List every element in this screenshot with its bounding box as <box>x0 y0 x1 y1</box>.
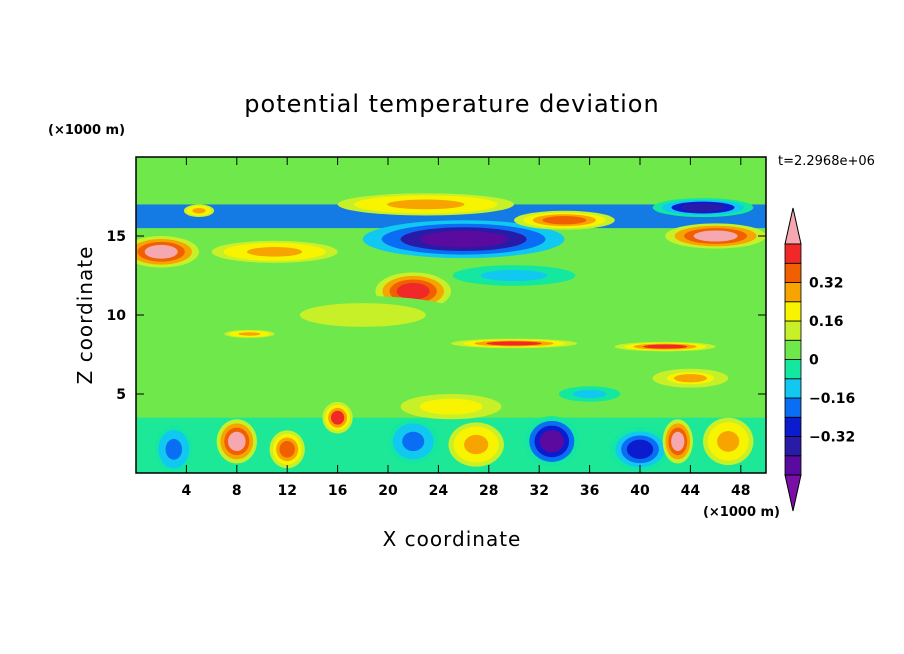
chart-title: potential temperature deviation <box>244 90 659 118</box>
colorbar-swatch <box>784 339 802 360</box>
contour-blob-23-ring-3 <box>539 430 564 453</box>
contour-blob-29-ring-3 <box>673 374 707 383</box>
y-tick-label: 15 <box>107 229 126 245</box>
x-tick-label: 32 <box>529 483 548 499</box>
colorbar-swatch <box>784 243 802 264</box>
contour-blob-27-ring-3 <box>428 401 474 413</box>
contour-blob-12-ring-3 <box>480 269 548 282</box>
colorbar-swatch <box>784 282 802 303</box>
contour-blob-14-ring-3 <box>643 344 688 349</box>
contour-blob-13-ring-3 <box>486 341 542 346</box>
contour-blob-17-ring-3 <box>227 431 246 452</box>
colorbar-swatch <box>784 359 802 380</box>
contour-blob-7-ring-3 <box>387 199 465 210</box>
contour-blob-3-ring-3 <box>144 244 178 259</box>
x-tick-label: 48 <box>731 483 750 499</box>
contour-blob-28-ring-3 <box>573 389 607 399</box>
colorbar-swatch <box>784 262 802 283</box>
colorbar-swatch <box>784 416 802 437</box>
contour-blob-9-ring-3 <box>693 230 738 242</box>
contour-blob-10-ring-3 <box>680 203 726 212</box>
contour-blob-24-ring-3 <box>626 439 654 459</box>
x-tick-label: 12 <box>277 483 296 499</box>
x-tick-label: 16 <box>328 483 347 499</box>
x-axis-label: X coordinate <box>383 527 522 551</box>
contour-blob-26-ring-3 <box>717 431 740 452</box>
contour-blob-20-ring-3 <box>279 441 295 458</box>
colorbar-min-triangle <box>784 474 802 512</box>
contour-blob-19-ring-3 <box>165 438 183 460</box>
colorbar-swatch <box>784 301 802 322</box>
colorbar: 0.32 0.16 0 −0.16 −0.32 <box>784 207 855 512</box>
x-tick-label: 8 <box>232 483 242 499</box>
colorbar-swatch <box>784 320 802 341</box>
colorbar-swatch <box>784 397 802 418</box>
x-tick-label: 24 <box>429 483 449 499</box>
y-tick-label: 5 <box>116 387 126 403</box>
x-tick-label: 40 <box>630 483 650 499</box>
contour-blob-8-ring-3 <box>542 216 587 225</box>
contour-blob-4-ring-3 <box>247 246 303 257</box>
contour-blob-15-ring-3 <box>238 332 261 336</box>
colorbar-tick-label: −0.16 <box>809 391 855 407</box>
x-tick-label: 28 <box>479 483 498 499</box>
contour-field <box>136 157 766 473</box>
time-stamp: t=2.2968e+06 <box>778 154 875 169</box>
x-axis-ticks: 4 8 12 16 20 24 28 32 36 40 44 48 <box>182 157 751 499</box>
colorbar-swatch <box>784 378 802 399</box>
contour-blob-22-ring-3 <box>464 434 489 455</box>
colorbar-tick-label: 0.32 <box>809 276 844 292</box>
contour-blob-21-ring-3 <box>402 431 425 452</box>
contour-blob-5-ring-3 <box>396 283 430 300</box>
y-tick-label: 10 <box>107 308 127 324</box>
colorbar-tick-label: 0.16 <box>809 314 844 330</box>
y-axis-label: Z coordinate <box>73 246 97 385</box>
contour-blob-25-ring-3 <box>671 431 685 452</box>
contour-blob-16-ring-3 <box>318 306 407 324</box>
x-tick-label: 36 <box>580 483 599 499</box>
colorbar-max-triangle <box>784 207 802 245</box>
colorbar-tick-label: 0 <box>809 353 819 369</box>
x-tick-label: 20 <box>378 483 398 499</box>
colorbar-swatch <box>784 455 802 476</box>
x-tick-label: 44 <box>681 483 701 499</box>
x-unit-label: (×1000 m) <box>703 505 780 520</box>
contour-blob-11-ring-3 <box>192 207 206 214</box>
y-unit-label: (×1000 m) <box>48 123 125 138</box>
contour-blob-6-ring-3 <box>419 230 508 248</box>
y-axis-ticks: 5 10 15 <box>107 229 766 403</box>
x-tick-label: 4 <box>182 483 192 499</box>
contour-blob-18-ring-3 <box>330 410 345 425</box>
colorbar-swatch <box>784 436 802 457</box>
colorbar-tick-label: −0.32 <box>809 430 855 446</box>
